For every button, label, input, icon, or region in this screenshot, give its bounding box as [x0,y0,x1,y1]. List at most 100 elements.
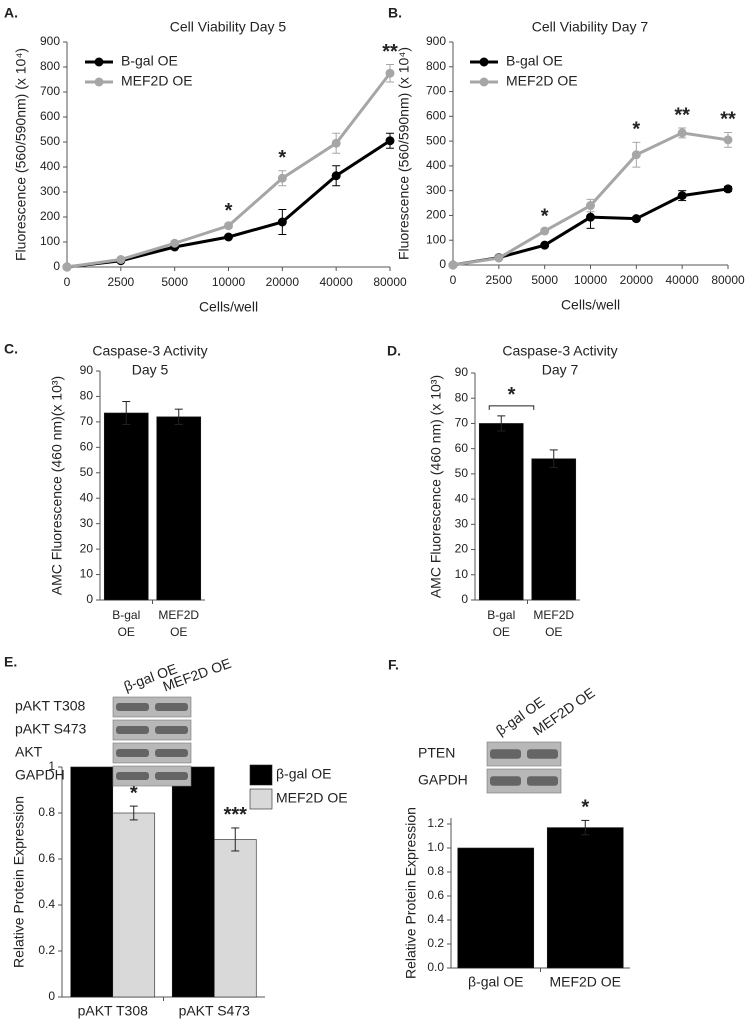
error-bar [231,827,240,852]
bar [103,412,149,601]
significance-mark: * [278,147,286,169]
y-tick-label: 900 [426,34,446,48]
y-tick-label: 100 [426,232,446,246]
x-tick-label: β-gal OE [468,974,524,990]
significance-mark: * [632,119,640,141]
x-tick-label: OE [170,625,187,639]
x-tick-label: 0 [450,273,457,287]
y-axis-label: Relative Protein Expression [403,807,419,979]
y-tick-label: 200 [40,209,60,223]
significance-mark: ** [674,104,690,126]
blot-row-label: GAPDH [418,772,468,788]
x-tick-label: B-gal [487,608,515,622]
significance-mark: * [508,384,516,406]
blot-row-label: PTEN [418,745,455,761]
blot-strip [112,719,192,741]
bar [112,812,156,998]
x-tick-label: MEF2D [533,608,574,622]
x-tick-label: 40000 [319,275,353,289]
blot-band [116,749,149,757]
panel-label: C. [4,341,18,357]
y-tick-label: 1.0 [427,840,444,854]
y-tick-label: 0 [439,257,446,271]
chart-title: Cell Viability Day 5 [170,19,287,35]
y-tick-label: 700 [40,84,60,98]
y-tick-label: 200 [426,208,446,222]
blot-row-label: pAKT S473 [15,721,87,737]
y-tick-label: 0 [461,592,468,606]
y-tick-label: 40 [455,491,469,505]
bar [156,416,202,601]
y-tick-label: 40 [80,490,94,504]
bar [546,827,624,969]
y-tick-label: 10 [455,567,469,581]
significance-mark: * [130,782,138,804]
y-tick-label: 100 [40,234,60,248]
y-tick-label: 600 [40,109,60,123]
significance-mark: ** [382,41,398,63]
point [723,184,733,194]
y-axis-label: Relative Protein Expression [11,796,27,968]
panel-label: E. [4,654,17,670]
blot-row-label: AKT [15,744,43,760]
chart-title: Caspase-3 Activity [92,343,207,359]
x-tick-label: 20000 [266,275,300,289]
legend-label: B-gal OE [121,53,178,69]
y-tick-label: 80 [455,390,469,404]
y-tick-label: 600 [426,109,446,123]
point [277,173,287,183]
point [723,135,733,145]
point [448,260,458,270]
panel-label: F. [388,657,399,673]
legend-swatch [249,788,273,810]
point [586,212,595,222]
y-tick-label: 0.4 [38,897,55,911]
point [540,226,550,236]
y-tick-label: 50 [80,465,94,479]
x-tick-label: OE [118,625,135,639]
point [540,240,550,250]
y-tick-label: 0 [53,259,60,273]
blot-band [155,703,188,711]
point [631,214,641,224]
significance-mark: * [541,205,549,227]
y-tick-label: 0 [48,989,55,1003]
x-tick-label: 5000 [161,275,188,289]
y-tick-label: 500 [426,133,446,147]
panel-label: B. [388,5,402,21]
y-axis-label: Fluorescence (560/590nm) (x 10⁴) [13,48,29,261]
y-tick-label: 0.0 [427,960,444,974]
error-bar [549,449,558,469]
y-tick-label: 500 [40,134,60,148]
x-tick-label: 10000 [212,275,246,289]
x-tick-label: MEF2D [158,608,199,622]
x-tick-label: 40000 [665,273,699,287]
y-tick-label: 1 [48,759,55,773]
y-tick-label: 70 [455,416,469,430]
x-axis-label: Cells/well [199,299,258,315]
y-tick-label: 70 [80,414,94,428]
y-tick-label: 80 [80,389,94,403]
y-tick-label: 0.8 [427,864,444,878]
x-tick-label: MEF2D OE [549,974,621,990]
y-tick-label: 0.4 [427,912,444,926]
point [677,191,687,201]
blot-row-label: GAPDH [15,767,65,783]
x-tick-label: B-gal [112,608,140,622]
error-bar [174,408,183,425]
y-tick-label: 300 [40,184,60,198]
y-tick-label: 0.6 [427,888,444,902]
chart-title: Day 7 [542,362,579,378]
point [224,232,233,242]
y-tick-label: 0.2 [427,936,444,950]
point [631,150,641,160]
point [331,171,341,181]
bar [478,423,524,601]
blot-band [155,772,188,780]
y-tick-label: 30 [455,517,469,531]
y-tick-label: 20 [80,541,94,555]
x-tick-label: 5000 [531,273,558,287]
legend-marker [94,77,104,87]
point [677,128,687,138]
